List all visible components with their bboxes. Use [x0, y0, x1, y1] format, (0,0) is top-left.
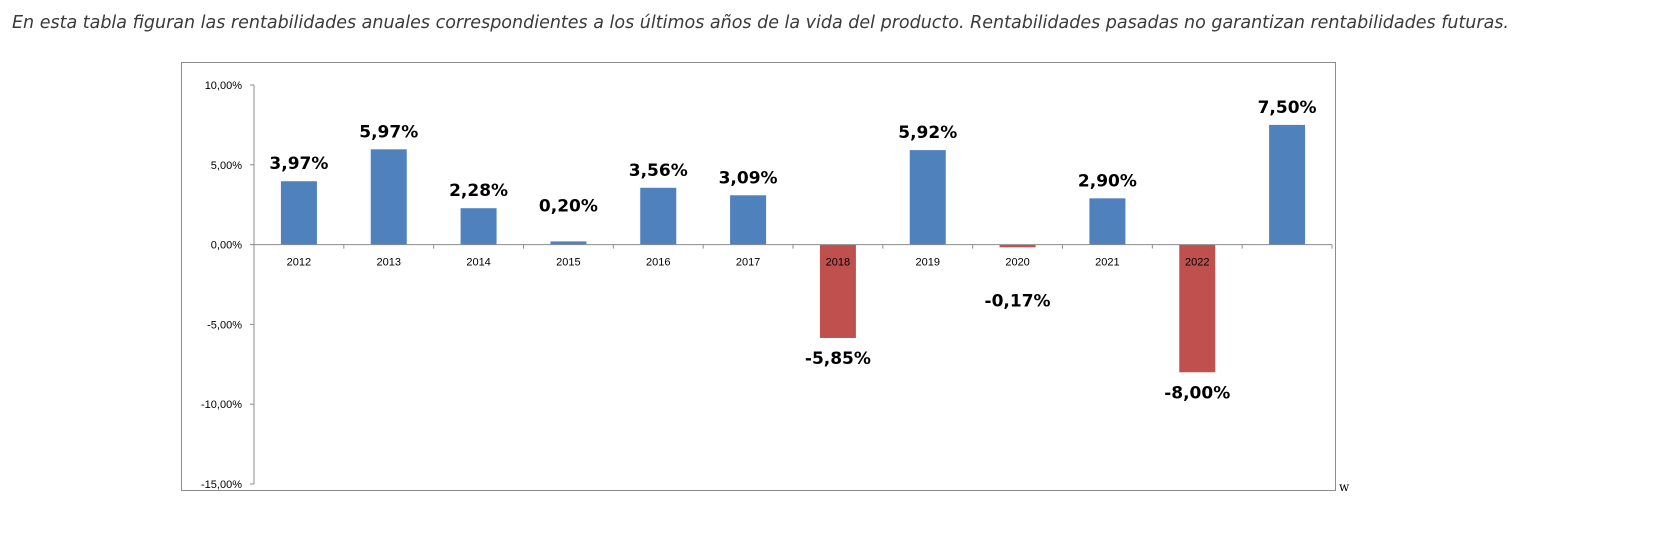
x-tick-label: 2019: [916, 257, 940, 269]
y-tick-label: -5,00%: [207, 319, 242, 331]
data-label: 5,92%: [898, 123, 957, 143]
data-label: 3,56%: [629, 161, 688, 181]
data-label: 7,50%: [1258, 98, 1317, 118]
y-tick-label: -10,00%: [201, 399, 242, 411]
x-tick-label: 2021: [1095, 257, 1119, 269]
bar: [370, 149, 407, 245]
x-tick-label: 2016: [646, 257, 670, 269]
data-label: -0,17%: [985, 292, 1051, 312]
data-label: 3,97%: [269, 154, 328, 174]
x-tick-label: 2012: [287, 257, 311, 269]
y-tick-label: 10,00%: [205, 80, 243, 92]
bar: [1089, 198, 1126, 245]
data-label: 5,97%: [359, 122, 418, 142]
x-tick-label: 2018: [826, 257, 850, 269]
chart-caption: En esta tabla figuran las rentabilidades…: [12, 13, 1509, 33]
y-tick-label: -15,00%: [201, 479, 242, 491]
bar: [819, 244, 856, 338]
bar: [550, 241, 587, 245]
x-tick-label: 2017: [736, 257, 760, 269]
data-label: 3,09%: [719, 168, 778, 188]
data-label: -8,00%: [1164, 383, 1230, 403]
x-tick-label: 2015: [556, 257, 580, 269]
x-tick-label: 2020: [1005, 257, 1029, 269]
bar: [730, 195, 767, 245]
stray-character: w: [1339, 480, 1350, 494]
chart-area: 10,00% 5,00% 0,00% -5,00% -10,00% -15,00% 2012…: [181, 62, 1336, 491]
data-label: 2,90%: [1078, 171, 1137, 191]
bar: [280, 181, 317, 245]
x-tick-label: 2022: [1185, 257, 1209, 269]
bar: [909, 150, 946, 245]
annual-returns-bar-chart: 10,00% 5,00% 0,00% -5,00% -10,00% -15,00% 2012…: [201, 80, 1333, 491]
bar: [1269, 124, 1306, 245]
x-tick-label: 2013: [377, 257, 401, 269]
bar: [640, 187, 677, 245]
bar: [999, 244, 1036, 248]
bar: [1179, 244, 1216, 373]
y-tick-label: 0,00%: [211, 240, 242, 252]
data-label: -5,85%: [805, 349, 871, 369]
y-tick-label: 5,00%: [211, 160, 242, 172]
data-label: 0,20%: [539, 197, 598, 217]
x-tick-label: 2014: [466, 257, 490, 269]
bar: [460, 208, 497, 245]
data-label: 2,28%: [449, 181, 508, 201]
